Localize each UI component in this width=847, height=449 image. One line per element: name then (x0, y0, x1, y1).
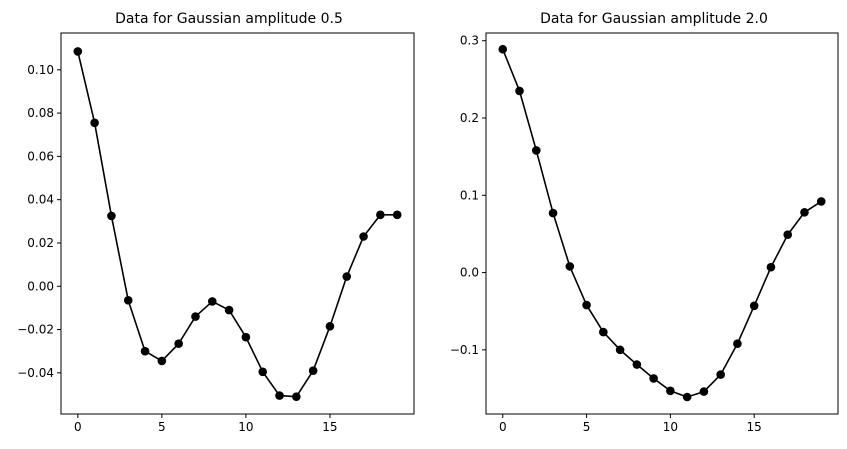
right-data-point (749, 301, 759, 311)
left-data-point (123, 296, 133, 305)
right-axes-frame (485, 32, 839, 415)
right-y-tick-label: 0.2 (460, 111, 479, 125)
right-data-point (498, 44, 508, 54)
right-series-line (502, 48, 822, 398)
left-y-tick-label: 0.02 (27, 236, 54, 250)
left-series-line (77, 51, 398, 398)
left-data-point (174, 339, 183, 348)
left-data-point (376, 210, 385, 220)
right-data-point (649, 374, 658, 383)
right-data-point (582, 300, 591, 310)
left-data-point (157, 356, 167, 366)
left-data-point (73, 47, 83, 56)
left-x-tick-label: 5 (158, 420, 166, 434)
right-y-tick-label: −0.1 (450, 343, 479, 357)
right-x-tick-label: 0 (499, 420, 507, 434)
left-x-tick-label: 15 (322, 420, 337, 434)
right-x-tick-label: 15 (747, 420, 762, 434)
left-data-point (392, 210, 402, 220)
right-chart-title: Data for Gaussian amplitude 2.0 (540, 11, 768, 27)
right-x-tick-label: 5 (583, 420, 591, 434)
right-plot-area: 0 5 10 15 −0.1 0.0 0.1 0.2 0.3 (450, 32, 839, 434)
left-data-point (90, 118, 99, 128)
right-data-point (632, 360, 642, 369)
left-data-point (241, 332, 251, 342)
left-data-point (292, 392, 301, 401)
right-data-point (766, 262, 776, 272)
right-data-point (733, 339, 742, 348)
left-x-tick-label: 0 (74, 420, 82, 434)
left-x-tick-label: 10 (238, 420, 253, 434)
right-chart-panel: Data for Gaussian amplitude 2.0 0 5 10 15 −0… (450, 11, 839, 434)
left-data-point (275, 391, 284, 400)
left-data-point (224, 305, 234, 315)
left-chart-title: Data for Gaussian amplitude 0.5 (115, 11, 343, 27)
right-data-point (531, 146, 541, 155)
left-data-point (359, 232, 368, 241)
right-data-point (615, 345, 625, 355)
left-y-tick-label: 0.10 (27, 63, 54, 77)
right-data-point (599, 327, 608, 337)
right-data-point (565, 262, 575, 271)
right-data-point (716, 370, 725, 379)
left-y-tick-label: −0.04 (17, 366, 54, 380)
left-data-point (207, 297, 217, 306)
left-y-tick-label: 0.06 (27, 149, 54, 163)
right-data-point (816, 197, 826, 206)
right-y-tick-label: 0.0 (460, 266, 479, 280)
left-y-tick-label: 0.04 (27, 193, 54, 207)
right-data-point (666, 386, 675, 396)
left-data-point (342, 272, 352, 281)
left-y-tick-label: −0.02 (17, 323, 54, 337)
right-y-tick-label: 0.1 (460, 188, 479, 202)
right-data-point (515, 86, 524, 96)
left-chart-panel: Data for Gaussian amplitude 0.5 0 5 10 15 −0… (17, 11, 415, 434)
left-axes-frame (60, 32, 415, 415)
left-data-point (191, 312, 200, 321)
right-data-point (682, 392, 692, 402)
left-data-point (107, 211, 116, 221)
right-y-tick-label: 0.3 (460, 34, 479, 48)
left-plot-area: 0 5 10 15 −0.04 −0.02 0.00 0.02 0.04 0.06 0.08 0.10 (17, 32, 415, 434)
right-x-tick-label: 10 (663, 420, 678, 434)
right-data-point (548, 208, 558, 218)
left-data-point (325, 322, 335, 331)
left-data-point (308, 366, 318, 376)
left-data-point (258, 367, 268, 377)
right-data-point (699, 387, 709, 396)
left-y-tick-label: 0.08 (27, 106, 54, 120)
left-y-tick-label: 0.00 (27, 279, 54, 293)
left-data-point (140, 346, 150, 356)
right-data-point (800, 207, 809, 217)
right-data-point (783, 230, 793, 240)
